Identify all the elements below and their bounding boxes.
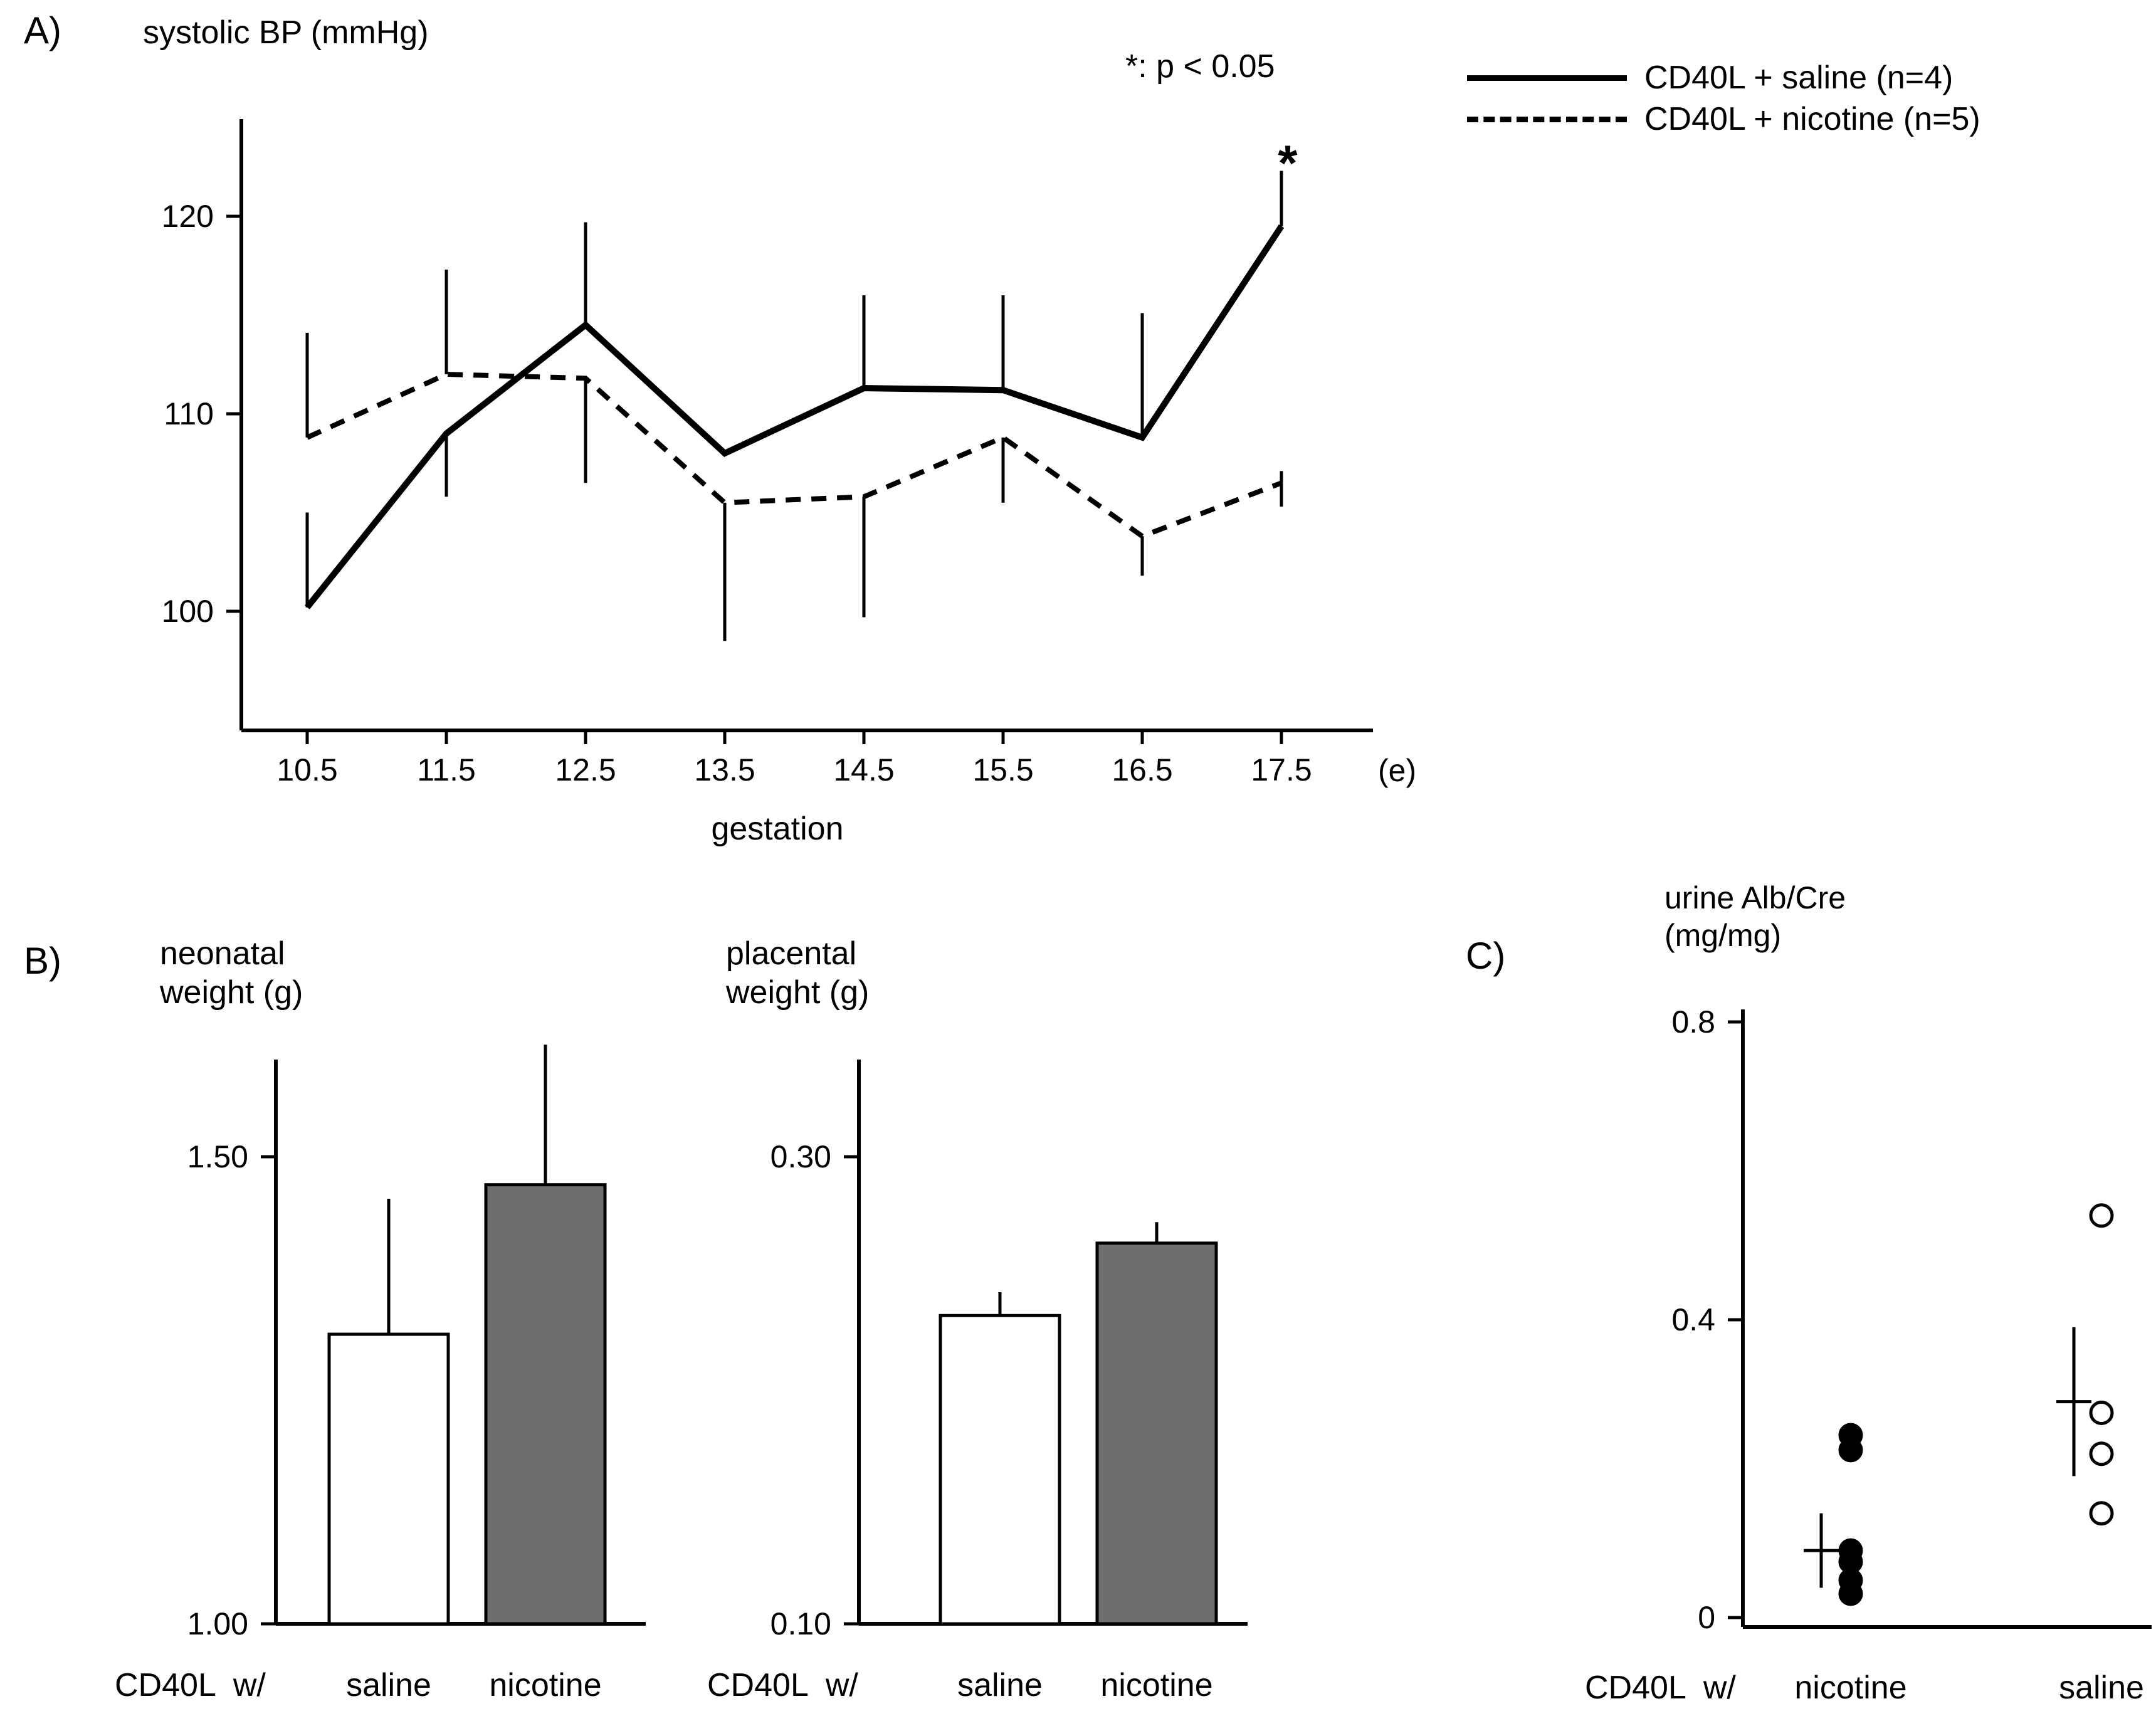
y-tick-label: 0.10 bbox=[770, 1606, 831, 1641]
significance-asterisk: * bbox=[1278, 135, 1298, 191]
chart-c-title-line2: (mg/mg) bbox=[1664, 918, 1782, 953]
x-axis-unit: (e) bbox=[1378, 753, 1417, 788]
x-tick-label: 16.5 bbox=[1112, 752, 1172, 787]
chart-b2-title-line2: weight (g) bbox=[726, 974, 870, 1011]
chart-b1-group-label: CD40L w/ bbox=[115, 1667, 266, 1703]
chart-c-category-saline: saline bbox=[2059, 1670, 2144, 1706]
solid-line-sample bbox=[1467, 75, 1627, 81]
dashed-line-sample bbox=[1467, 116, 1627, 122]
y-tick-label: 1.00 bbox=[187, 1606, 248, 1641]
chart-b2-category-nicotine: nicotine bbox=[1100, 1667, 1213, 1703]
y-tick-label: 100 bbox=[162, 594, 214, 629]
legend-item-nicotine: CD40L + nicotine (n=5) bbox=[1467, 103, 1980, 135]
chart-c-category-nicotine: nicotine bbox=[1794, 1670, 1907, 1706]
chart-c-group-label: CD40L w/ bbox=[1585, 1670, 1736, 1706]
legend-label-saline: CD40L + saline (n=4) bbox=[1644, 60, 1954, 96]
x-tick-label: 11.5 bbox=[417, 752, 476, 787]
panel-b-label: B) bbox=[24, 940, 61, 982]
data-point-nicotine bbox=[1838, 1438, 1863, 1463]
bar-nicotine bbox=[484, 1183, 607, 1626]
chart-b2-group-label: CD40L w/ bbox=[707, 1667, 858, 1703]
data-point-saline bbox=[2089, 1203, 2114, 1228]
y-tick-label: 0.8 bbox=[1671, 1004, 1715, 1039]
chart-b2-title: placental weight (g) bbox=[726, 934, 869, 1012]
y-tick-label: 110 bbox=[164, 396, 214, 431]
data-point-nicotine bbox=[1838, 1581, 1863, 1606]
legend-label-nicotine: CD40L + nicotine (n=5) bbox=[1644, 101, 1980, 137]
bar-saline bbox=[327, 1332, 450, 1626]
series-line-dashed bbox=[306, 371, 1283, 539]
data-point-saline bbox=[2089, 1441, 2114, 1466]
chart-b2-category-saline: saline bbox=[957, 1667, 1043, 1703]
bar-nicotine bbox=[1095, 1241, 1218, 1626]
chart-c-title-line1: urine Alb/Cre bbox=[1664, 880, 1846, 915]
panel-a-label: A) bbox=[24, 9, 61, 51]
chart-b1-title-line2: weight (g) bbox=[160, 974, 303, 1011]
chart-b1-category-nicotine: nicotine bbox=[489, 1667, 602, 1703]
x-axis-title: gestation bbox=[711, 811, 844, 847]
x-tick-label: 12.5 bbox=[555, 752, 616, 787]
y-tick-label: 120 bbox=[162, 199, 214, 234]
chart-b1-title: neonatal weight (g) bbox=[160, 934, 303, 1012]
x-tick-label: 14.5 bbox=[833, 752, 894, 787]
data-point-saline bbox=[2089, 1400, 2114, 1425]
chart-b1-category-saline: saline bbox=[346, 1667, 431, 1703]
panel-c-label: C) bbox=[1466, 935, 1506, 977]
y-tick-label: 0 bbox=[1698, 1600, 1715, 1635]
x-tick-label: 15.5 bbox=[972, 752, 1033, 787]
chart-b1-title-line1: neonatal bbox=[160, 935, 285, 972]
x-tick-label: 13.5 bbox=[694, 752, 755, 787]
chart-c-title: urine Alb/Cre (mg/mg) bbox=[1664, 879, 1846, 954]
y-tick-label: 0.30 bbox=[770, 1139, 831, 1174]
y-tick-label: 0.4 bbox=[1671, 1302, 1715, 1337]
data-point-saline bbox=[2089, 1501, 2114, 1526]
series-line-solid bbox=[305, 224, 1285, 609]
bar-saline bbox=[939, 1313, 1061, 1626]
x-tick-label: 17.5 bbox=[1251, 752, 1312, 787]
chart-b2-title-line1: placental bbox=[726, 935, 857, 972]
legend-item-saline: CD40L + saline (n=4) bbox=[1467, 61, 1980, 94]
chart-a-title: systolic BP (mmHg) bbox=[143, 14, 429, 51]
legend: CD40L + saline (n=4) CD40L + nicotine (n… bbox=[1467, 61, 1980, 135]
significance-note: *: p < 0.05 bbox=[1125, 48, 1275, 85]
x-tick-label: 10.5 bbox=[276, 752, 337, 787]
y-tick-label: 1.50 bbox=[187, 1139, 248, 1174]
